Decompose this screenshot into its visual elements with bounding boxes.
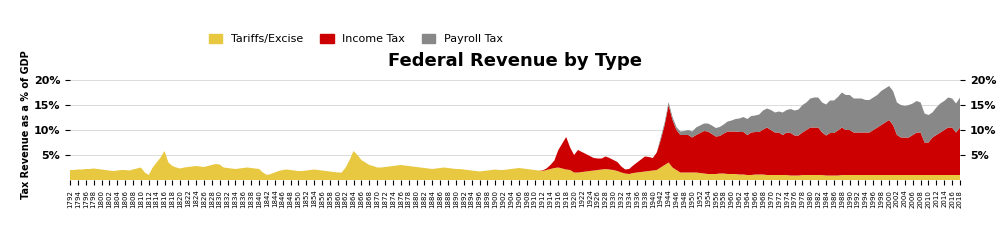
Legend: Tariffs/Excise, Income Tax, Payroll Tax: Tariffs/Excise, Income Tax, Payroll Tax	[209, 34, 503, 44]
Title: Federal Revenue by Type: Federal Revenue by Type	[388, 52, 642, 70]
Y-axis label: Tax Revenue as a % of GDP: Tax Revenue as a % of GDP	[21, 50, 31, 200]
